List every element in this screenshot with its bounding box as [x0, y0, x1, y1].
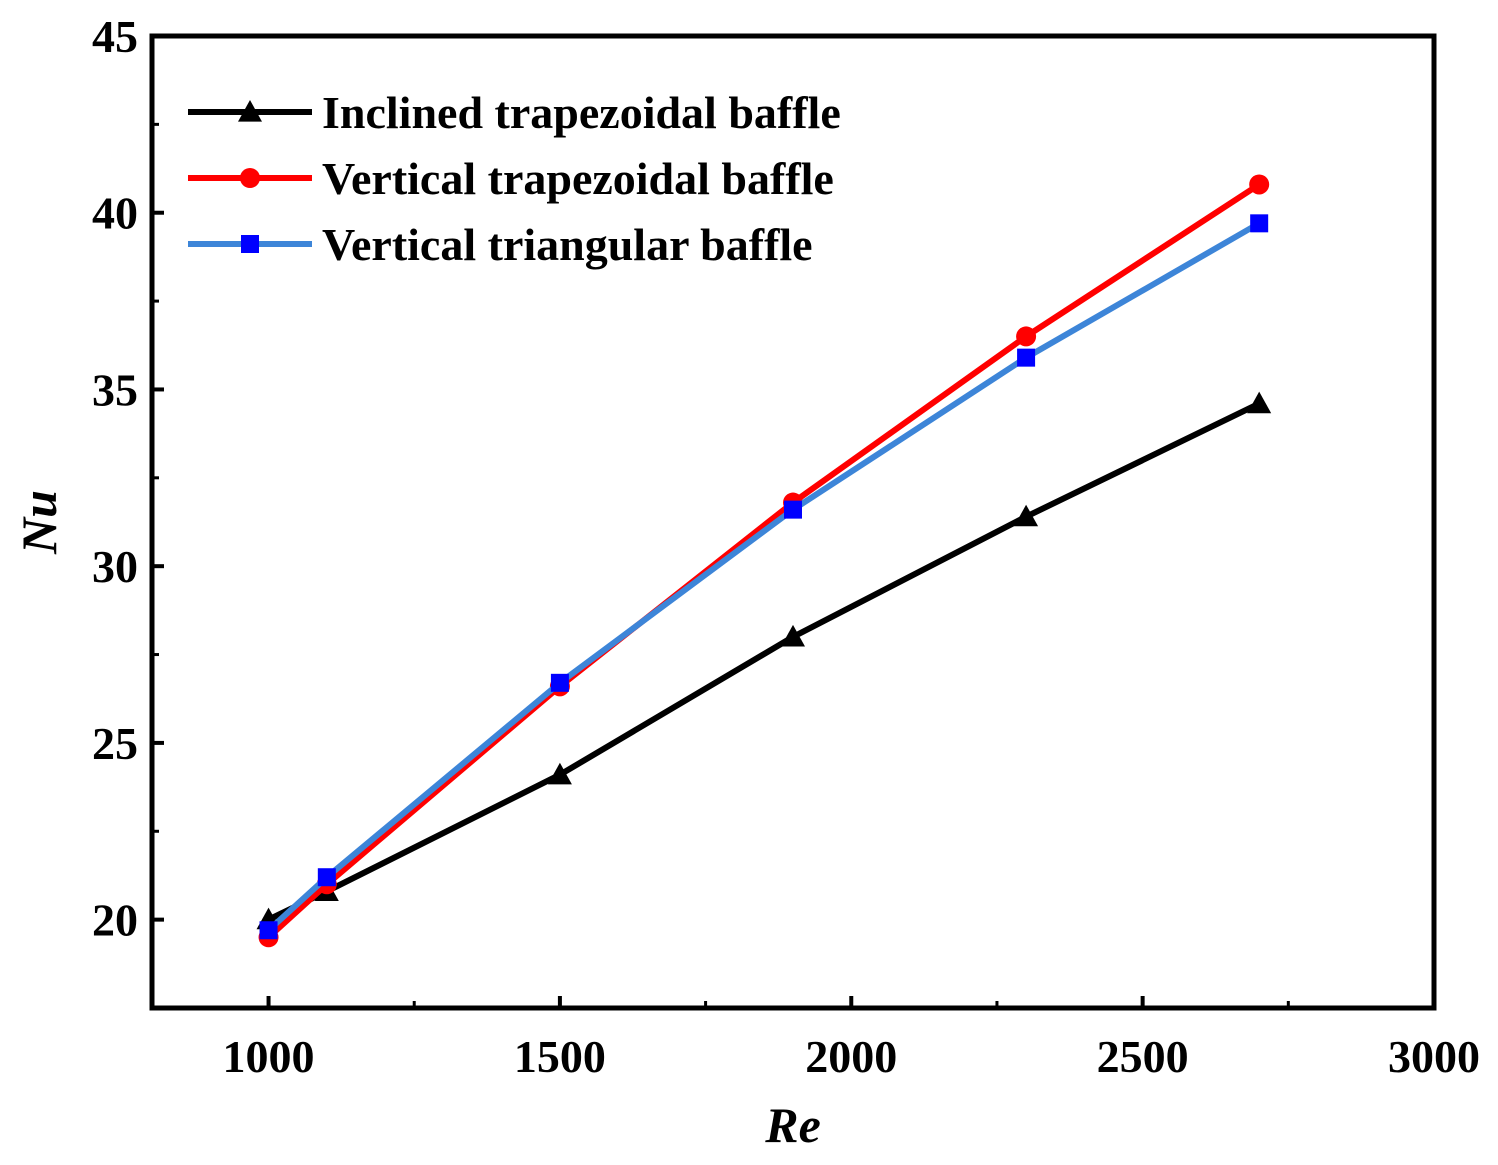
series-line [266, 181, 1261, 940]
legend-item: Vertical triangular baffle [188, 219, 813, 270]
data-point [1247, 391, 1272, 414]
series-3 [259, 214, 1269, 940]
data-point [317, 868, 336, 887]
data-point [784, 500, 802, 519]
series-2 [258, 174, 1270, 948]
data-point [1017, 348, 1036, 367]
series-1 [256, 391, 1272, 930]
legend-item: Vertical trapezoidal baffle [188, 153, 834, 204]
y-axis-title: Nu [11, 490, 67, 555]
legend: Inclined trapezoidal baffle Vertical trap… [188, 87, 841, 270]
data-point [781, 624, 805, 647]
legend-swatch-marker [241, 235, 259, 253]
data-point [1249, 174, 1270, 195]
plot-frame [149, 33, 1437, 1011]
x-tick-label: 3000 [1388, 1031, 1480, 1082]
legend-label: Vertical triangular baffle [322, 219, 813, 270]
data-point [547, 762, 572, 785]
legend-swatch-marker [240, 168, 260, 188]
data-point [550, 673, 569, 692]
x-tick-label: 1500 [514, 1031, 606, 1082]
legend-label: Inclined trapezoidal baffle [322, 87, 841, 138]
series-layer [256, 174, 1272, 948]
y-tick-label: 45 [92, 11, 138, 62]
legend-label: Vertical trapezoidal baffle [322, 153, 834, 204]
x-tick-label: 1000 [223, 1031, 315, 1082]
data-point [1250, 214, 1269, 233]
series-line [267, 400, 1261, 923]
x-axis-title: Re [764, 1097, 821, 1153]
legend-item: Inclined trapezoidal baffle [188, 87, 841, 138]
x-tick-label: 2500 [1097, 1031, 1189, 1082]
data-point [1014, 504, 1039, 527]
y-tick-label: 40 [92, 188, 138, 239]
y-tick-label: 20 [92, 895, 138, 946]
data-point [1016, 326, 1037, 347]
y-tick-label: 30 [92, 541, 138, 592]
y-tick-label: 25 [92, 718, 138, 769]
x-tick-label: 2000 [805, 1031, 897, 1082]
series-line [266, 220, 1261, 933]
data-point [259, 921, 278, 940]
legend-swatch-marker [238, 100, 262, 122]
y-tick-label: 35 [92, 364, 138, 415]
ticks-layer: 1000 1500 2000 2500 3000 20 25 30 35 40 45 [92, 11, 1480, 1082]
